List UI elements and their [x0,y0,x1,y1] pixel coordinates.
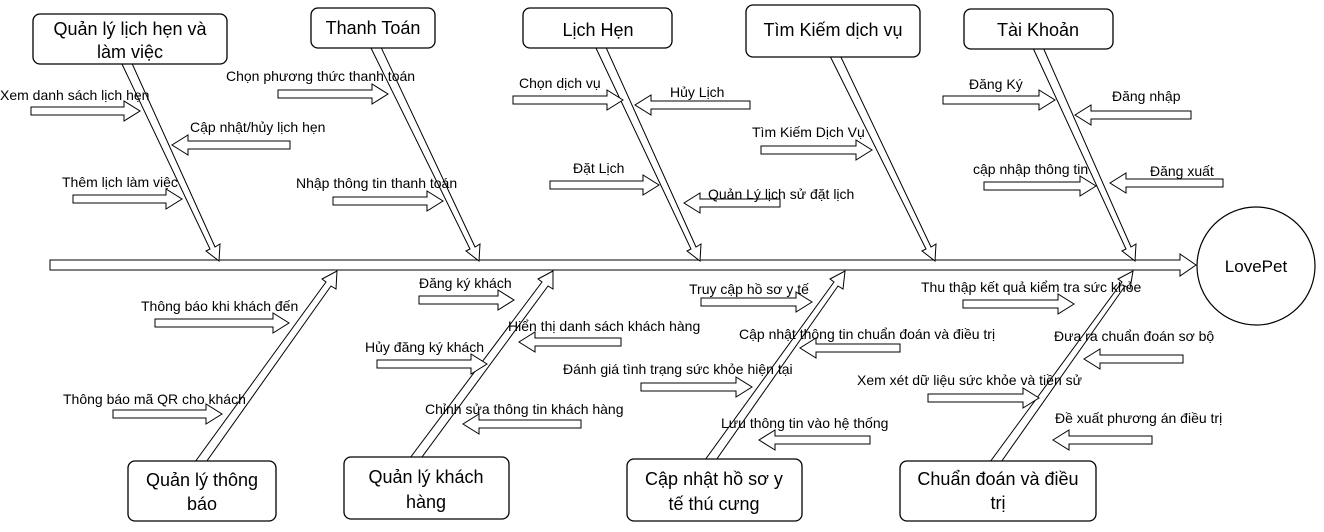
cause-label: Chọn dịch vụ [519,75,601,91]
cause-arrow [683,192,781,214]
spine-arrow [49,253,1197,277]
cause-label: Đặt Lịch [573,160,624,176]
cause-arrow [512,89,624,111]
cause-label: Tìm Kiếm Dịch Vụ [752,124,865,140]
cause-arrow [549,174,660,196]
cause-arrow [376,353,488,375]
cause-label: Chỉnh sửa thông tin khách hàng [425,401,624,417]
cause-label: Đăng ký khách [419,275,512,291]
category-box-service-search: Tìm Kiếm dịch vụ [745,4,921,58]
bone-service-search [829,52,937,262]
category-box-account: Tài Khoản [963,8,1114,50]
cause-label: Cập nhật/hủy lịch hẹn [190,119,325,135]
head-circle [1196,206,1316,326]
cause-label: Xem danh sách lịch hẹn [0,87,149,103]
cause-label: Thông báo mã QR cho khách [63,391,246,407]
category-label: tế thú cưng [668,494,759,514]
cause-label: Xem xét dữ liệu sức khỏe và tiền sử [857,372,1082,388]
cause-label: Quản Lý lịch sử đặt lịch [708,186,854,202]
bone-booking [594,42,702,262]
cause-label: Đề xuất phương án điều trị [1055,410,1222,426]
category-label: Quản lý lịch hẹn và [53,19,207,39]
cause-arrow [418,289,515,311]
cause-label: Hiển thị danh sách khách hàng [508,318,700,334]
cause-label: Hủy Lịch [670,84,724,100]
cause-arrow [799,337,901,359]
bone-appointments-work [120,58,221,262]
cause-arrow [30,100,141,122]
cause-label: Nhập thông tin thanh toán [296,175,457,191]
cause-label: Truy cập hồ sơ y tế [689,281,809,297]
cause-arrow [1074,104,1192,126]
cause-label: Cập nhật thông tin chuẩn đoán và điều tr… [739,326,995,342]
cause-arrow [518,331,622,353]
cause-arrow [1052,429,1153,451]
cause-arrow [1109,172,1224,194]
cause-arrow [112,403,223,425]
category-box-medical-records: Cập nhật hồ sơ y tế thú cưng [626,458,803,522]
cause-label: Đưa ra chuẩn đoán sơ bộ [1054,328,1214,344]
cause-arrow [758,429,871,451]
cause-label: Đánh giá tình trạng sức khỏe hiện tại [563,361,793,377]
category-label: trị [991,493,1006,513]
category-label: làm việc [97,42,163,62]
cause-arrow [983,175,1097,197]
category-label: Quản lý thông [146,470,258,490]
cause-label: Thêm lịch làm việc [62,174,178,190]
cause-arrow [942,89,1056,111]
head-label: LovePet [1225,257,1288,276]
category-label: Tìm Kiếm dịch vụ [763,20,902,40]
cause-label: Chọn phương thức thanh toán [226,68,415,84]
cause-label: cập nhập thông tin [973,161,1088,177]
cause-label: Lưu thông tin vào hệ thống [721,415,888,431]
cause-label: Đăng nhập [1112,88,1181,104]
category-label: Chuẩn đoán và điều [917,469,1078,489]
bone-payment [369,42,481,262]
category-box-diagnosis: Chuẩn đoán và điều trị [899,460,1097,522]
cause-arrow [1083,348,1184,370]
cause-arrow [171,134,291,156]
cause-arrow [700,291,813,313]
category-label: Cập nhật hồ sơ y [645,469,783,489]
category-label: báo [187,494,217,514]
category-label: Thanh Toán [326,18,421,38]
cause-label: Đăng xuất [1150,163,1214,179]
category-box-payment: Thanh Toán [310,7,436,49]
bone-diagnosis [989,270,1134,466]
cause-arrow [277,83,389,105]
cause-arrow [154,312,290,334]
bone-account [1032,44,1137,262]
bone-notifications [194,270,338,466]
bone-medical-records [704,270,846,464]
cause-arrow [962,293,1075,315]
cause-label: Thu thập kết quả kiểm tra sức khỏe [921,279,1141,295]
category-label: Quản lý khách [368,467,483,487]
cause-arrow [760,139,873,161]
category-box-appointments-work: Quản lý lịch hẹn và làm việc [32,13,228,65]
cause-arrow [927,387,1040,409]
cause-arrow [72,188,183,210]
category-label: hàng [406,492,446,512]
cause-arrow [634,94,751,116]
category-box-customers: Quản lý khách hàng [343,456,510,520]
category-box-notifications: Quản lý thông báo [127,460,277,522]
cause-label: Đăng Ký [969,76,1023,92]
category-label: Lịch Hẹn [562,20,633,40]
category-label: Tài Khoản [997,20,1079,40]
cause-label: Hủy đăng ký khách [365,339,484,355]
cause-arrow [462,413,582,435]
cause-label: Thông báo khi khách đến [141,298,298,314]
cause-arrow [332,190,444,212]
cause-arrow [640,376,753,398]
category-box-booking: Lịch Hẹn [522,7,673,49]
